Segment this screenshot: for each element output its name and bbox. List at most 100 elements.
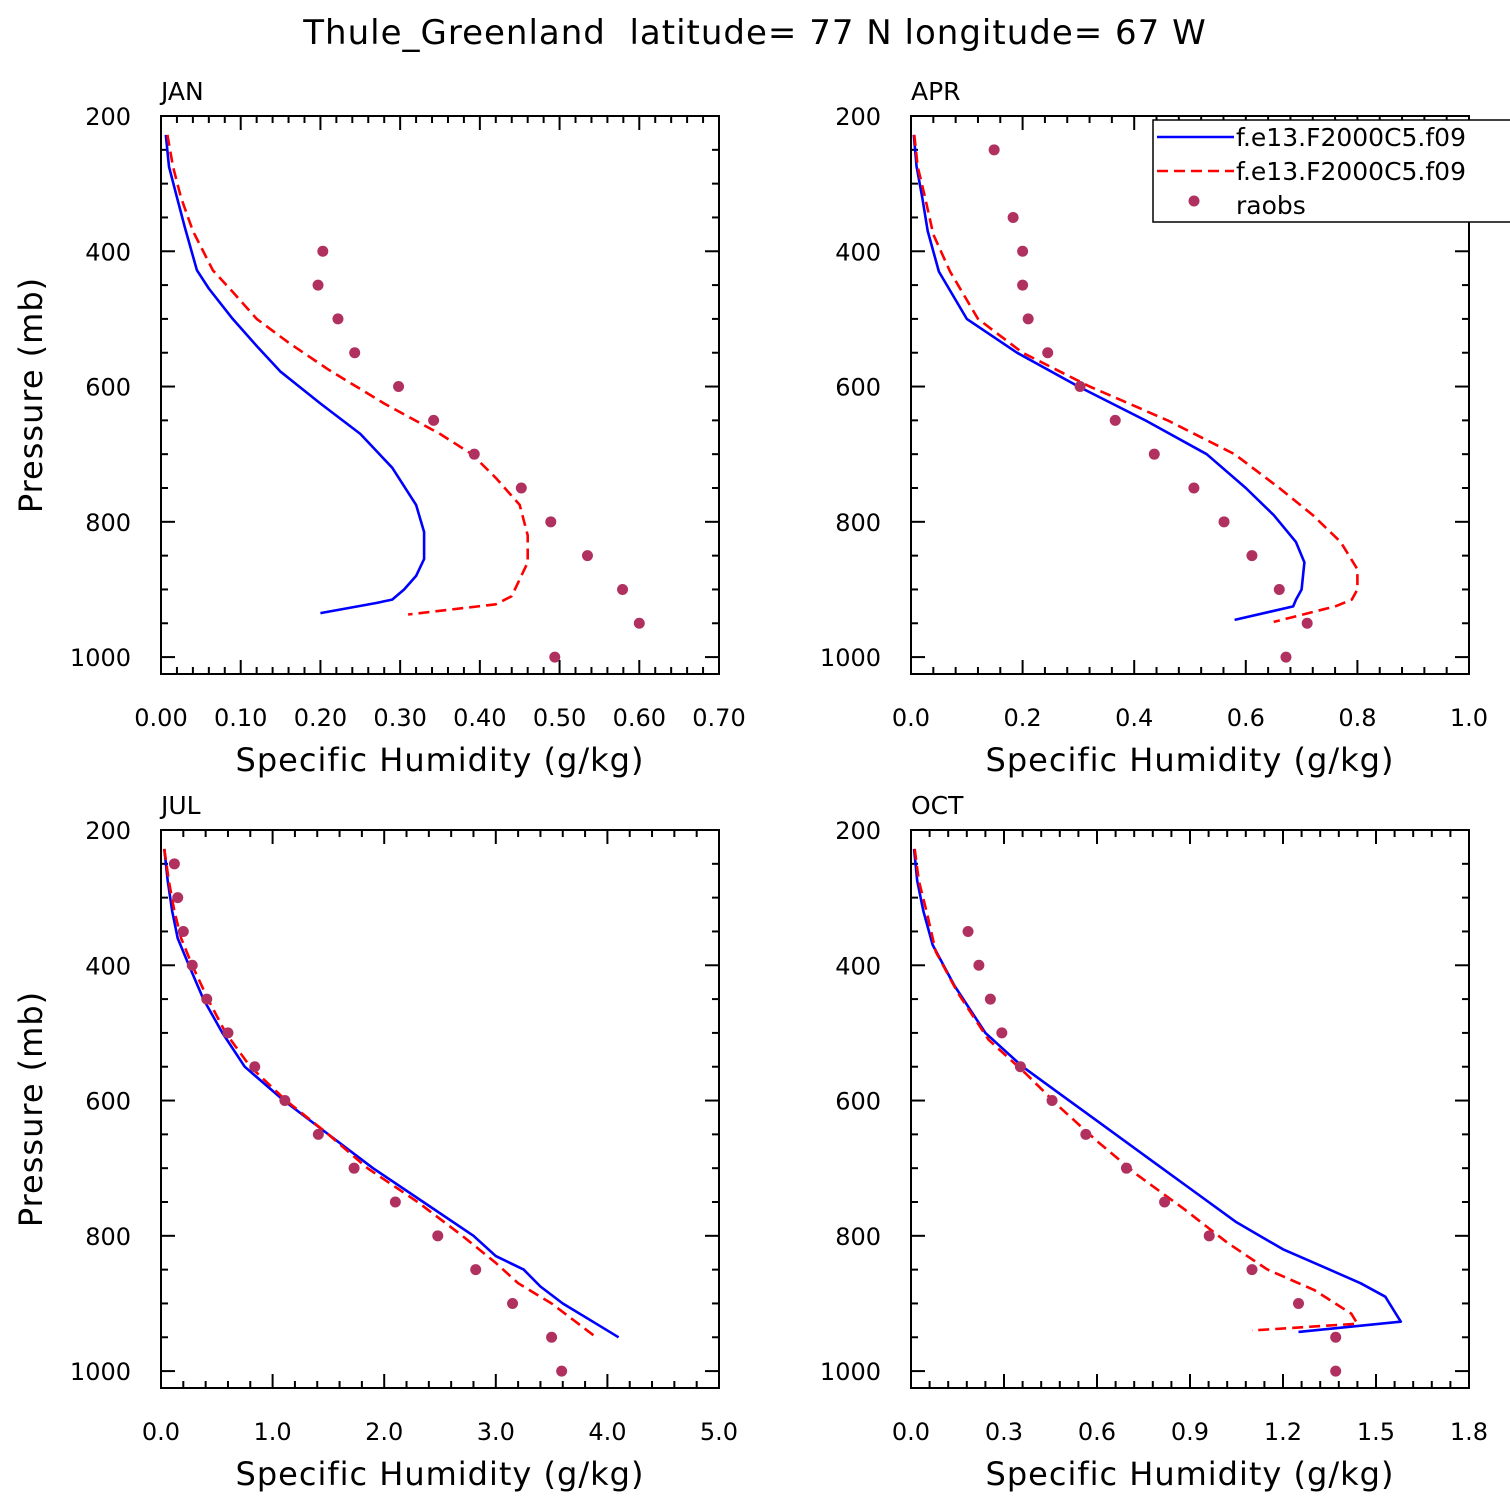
- x-axis-label: Specific Humidity (g/kg): [236, 741, 645, 779]
- raobs-point: [1120, 1162, 1132, 1174]
- raobs-point: [973, 959, 985, 971]
- legend-label: raobs: [1236, 191, 1306, 220]
- x-tick-label: 5.0: [700, 1418, 738, 1446]
- x-tick-label: 4.0: [588, 1418, 626, 1446]
- x-axis-label: Specific Humidity (g/kg): [236, 1455, 645, 1493]
- x-tick-label: 0.70: [692, 704, 745, 732]
- raobs-point: [428, 414, 440, 426]
- raobs-point: [312, 279, 324, 291]
- y-tick-label: 600: [85, 374, 131, 402]
- y-axis-label: Pressure (mb): [12, 991, 50, 1227]
- x-tick-label: 1.5: [1357, 1418, 1395, 1446]
- y-tick-label: 200: [85, 103, 131, 131]
- raobs-point: [1080, 1128, 1092, 1140]
- raobs-point: [1148, 448, 1160, 460]
- y-tick-label: 1000: [70, 1358, 131, 1386]
- raobs-point: [507, 1297, 519, 1309]
- x-tick-label: 0.8: [1338, 704, 1376, 732]
- x-tick-label: 0.4: [1115, 704, 1153, 732]
- panel-apr: 0.0 0.2 0.4 0.6 0.8 1.0 200 400 600 800 1000 APR Spe…: [820, 77, 1488, 779]
- raobs-point: [393, 381, 405, 393]
- x-tick-label: 0.2: [1004, 704, 1042, 732]
- series-line-solid: [912, 134, 1306, 622]
- series-line-solid: [163, 848, 620, 1339]
- raobs-point: [988, 144, 1000, 156]
- series-line-dashed: [913, 134, 1359, 624]
- raobs-point: [1159, 1196, 1171, 1208]
- x-tick-label: 1.0: [254, 1418, 292, 1446]
- raobs-point: [581, 550, 593, 562]
- y-tick-label: 400: [85, 238, 131, 266]
- plot-frame: [160, 829, 720, 1389]
- raobs-point: [1246, 1264, 1258, 1276]
- raobs-point: [279, 1095, 291, 1107]
- raobs-point: [186, 959, 198, 971]
- series-line-dashed: [913, 848, 1359, 1332]
- legend-label: f.e13.F2000C5.f09: [1236, 157, 1466, 186]
- raobs-point: [470, 1264, 482, 1276]
- x-tick-label: 0.40: [453, 704, 506, 732]
- y-tick-label: 800: [85, 1223, 131, 1251]
- series-line-solid: [912, 848, 1403, 1334]
- x-tick-label: 0.0: [142, 1418, 180, 1446]
- panel-title: APR: [911, 77, 961, 106]
- panel-oct: 0.0 0.3 0.6 0.9 1.2 1.5 1.8 200 400 600 800 1000 OCT…: [820, 791, 1488, 1493]
- x-tick-label: 1.2: [1264, 1418, 1302, 1446]
- y-tick-label: 600: [835, 1088, 881, 1116]
- y-tick-label: 400: [835, 238, 881, 266]
- y-tick-label: 800: [835, 1223, 881, 1251]
- raobs-point: [1074, 381, 1086, 393]
- raobs-point: [332, 313, 344, 325]
- raobs-point: [177, 925, 189, 937]
- raobs-point: [1007, 211, 1019, 223]
- raobs-point: [1109, 414, 1121, 426]
- raobs-point: [312, 1128, 324, 1140]
- y-tick-label: 200: [835, 103, 881, 131]
- raobs-point: [962, 925, 974, 937]
- panel-jan: 0.00 0.10 0.20 0.30 0.40 0.50 0.60 0.70 200 400 60…: [12, 77, 746, 779]
- raobs-point: [1330, 1331, 1342, 1343]
- plot-frame: [910, 115, 1470, 675]
- raobs-point: [1022, 313, 1034, 325]
- x-tick-label: 1.0: [1450, 704, 1488, 732]
- raobs-point: [1273, 583, 1285, 595]
- raobs-point: [556, 1365, 568, 1377]
- panel-title: JAN: [159, 77, 204, 106]
- raobs-point: [1280, 651, 1292, 663]
- raobs-point: [432, 1230, 444, 1242]
- raobs-point: [515, 482, 527, 494]
- x-tick-label: 1.8: [1450, 1418, 1488, 1446]
- panels: 0.00 0.10 0.20 0.30 0.40 0.50 0.60 0.70 200 400 60…: [12, 77, 1488, 1493]
- raobs-point: [617, 583, 629, 595]
- x-tick-label: 0.20: [294, 704, 347, 732]
- x-tick-label: 0.0: [892, 1418, 930, 1446]
- y-tick-label: 200: [835, 817, 881, 845]
- raobs-point: [545, 516, 557, 528]
- plot-frame: [910, 829, 1470, 1389]
- raobs-point: [468, 448, 480, 460]
- raobs-point: [1042, 347, 1054, 359]
- y-tick-label: 200: [85, 817, 131, 845]
- plot-frame: [160, 115, 720, 675]
- y-tick-label: 400: [85, 952, 131, 980]
- y-tick-label: 400: [835, 952, 881, 980]
- raobs-point: [984, 993, 996, 1005]
- x-tick-label: 0.30: [373, 704, 426, 732]
- x-tick-label: 0.10: [214, 704, 267, 732]
- raobs-point: [389, 1196, 401, 1208]
- x-axis-label: Specific Humidity (g/kg): [986, 1455, 1395, 1493]
- raobs-point: [1017, 245, 1029, 257]
- legend-label: f.e13.F2000C5.f09: [1236, 123, 1466, 152]
- x-tick-label: 0.6: [1078, 1418, 1116, 1446]
- x-tick-label: 0.0: [892, 704, 930, 732]
- raobs-point: [168, 858, 180, 870]
- x-tick-label: 0.6: [1227, 704, 1265, 732]
- raobs-point: [172, 892, 184, 904]
- x-tick-label: 0.9: [1171, 1418, 1209, 1446]
- y-tick-label: 600: [85, 1088, 131, 1116]
- x-tick-label: 0.50: [533, 704, 586, 732]
- legend-marker: [1188, 195, 1200, 207]
- x-tick-label: 0.60: [613, 704, 666, 732]
- raobs-point: [1188, 482, 1200, 494]
